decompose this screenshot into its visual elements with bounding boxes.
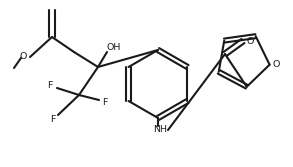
Text: NH: NH	[153, 125, 167, 134]
Text: OH: OH	[107, 42, 121, 51]
Text: F: F	[47, 80, 53, 90]
Text: O: O	[246, 37, 254, 45]
Text: O: O	[273, 60, 280, 69]
Text: O: O	[19, 51, 27, 60]
Text: F: F	[50, 116, 56, 125]
Text: F: F	[102, 98, 108, 107]
